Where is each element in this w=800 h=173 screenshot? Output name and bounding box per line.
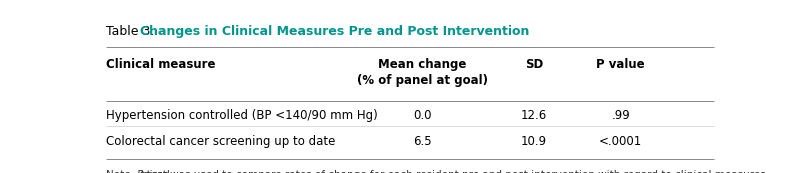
Text: 10.9: 10.9 (521, 135, 547, 148)
Text: Table 3.: Table 3. (106, 25, 158, 38)
Text: .99: .99 (611, 109, 630, 122)
Text: 0.0: 0.0 (413, 109, 432, 122)
Text: Changes in Clinical Measures Pre and Post Intervention: Changes in Clinical Measures Pre and Pos… (140, 25, 530, 38)
Text: Mean change
(% of panel at goal): Mean change (% of panel at goal) (357, 58, 488, 87)
Text: P value: P value (597, 58, 645, 71)
Text: t: t (139, 170, 143, 173)
Text: Colorectal cancer screening up to date: Colorectal cancer screening up to date (106, 135, 335, 148)
Text: 6.5: 6.5 (413, 135, 432, 148)
Text: Clinical measure: Clinical measure (106, 58, 216, 71)
Text: SD: SD (525, 58, 543, 71)
Text: 12.6: 12.6 (521, 109, 547, 122)
Text: Note: Paired: Note: Paired (106, 170, 173, 173)
Text: -test was used to compare rates of change for each resident pre and post interve: -test was used to compare rates of chang… (143, 170, 769, 173)
Text: Hypertension controlled (BP <140/90 mm Hg): Hypertension controlled (BP <140/90 mm H… (106, 109, 378, 122)
Text: <.0001: <.0001 (599, 135, 642, 148)
